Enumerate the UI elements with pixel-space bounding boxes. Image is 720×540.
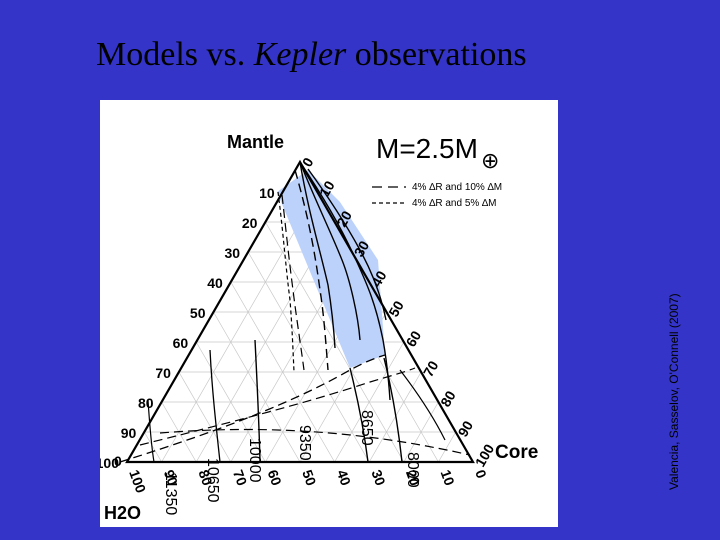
contour-label: 10650 xyxy=(204,458,221,503)
grid-line xyxy=(143,431,162,463)
isodensity-curve xyxy=(281,194,305,371)
legend-entry-2: 4% ∆R and 5% ∆M xyxy=(412,198,497,209)
isodensity-curve xyxy=(159,428,471,456)
right-tick-label: 40 xyxy=(368,268,390,290)
contour-label: 8650 xyxy=(358,410,375,446)
left-tick-label: 90 xyxy=(121,425,137,441)
grid-line xyxy=(368,371,422,463)
bottom-tick-label: 20 xyxy=(403,468,423,488)
earth-symbol-icon: ⊕ xyxy=(481,148,499,173)
vertex-label-core: Core xyxy=(495,442,538,463)
ternary-diagram: 1020304050607080901000102030405060708090… xyxy=(96,132,539,523)
isodensity-curve xyxy=(147,399,155,463)
slide-title: Models vs. Kepler observations xyxy=(96,36,527,74)
right-tick-label: 100 xyxy=(472,441,498,469)
legend-entry-1: 4% ∆R and 10% ∆M xyxy=(412,182,502,193)
title-kepler: Kepler xyxy=(253,36,347,73)
bottom-tick-label: 70 xyxy=(230,468,250,488)
right-tick-label: 50 xyxy=(385,298,407,320)
bottom-tick-label: 60 xyxy=(265,468,285,488)
isodensity-curve xyxy=(254,339,261,463)
left-tick-label: 70 xyxy=(155,365,171,381)
title-suffix: observations xyxy=(346,36,527,73)
right-tick-label: 10 xyxy=(316,178,338,200)
vertex-label-mantle: Mantle xyxy=(227,132,284,152)
bottom-tick-label: 10 xyxy=(438,468,458,488)
isodensity-curve xyxy=(383,357,403,463)
triangle-frame xyxy=(125,159,475,464)
curve-layer xyxy=(119,161,471,463)
left-tick-label: 80 xyxy=(138,395,154,411)
isodensity-curve xyxy=(307,168,387,321)
highlight-region xyxy=(277,170,385,368)
label-layer: 1020304050607080901000102030405060708090… xyxy=(96,155,498,516)
right-tick-label: 30 xyxy=(351,238,373,260)
left-tick-label: 20 xyxy=(242,215,258,231)
left-tick-label: 10 xyxy=(259,185,275,201)
left-tick-label: 60 xyxy=(173,335,189,351)
contour-label: 8000 xyxy=(404,452,421,488)
title-prefix: Models vs. xyxy=(96,36,254,73)
legend: 4% ∆R and 10% ∆M 4% ∆R and 5% ∆M xyxy=(372,182,502,209)
left-tick-label: 100 xyxy=(100,455,119,471)
bottom-tick-label: 0 xyxy=(472,468,490,481)
mass-label-text: M=2.5M xyxy=(376,133,478,164)
right-tick-label: 20 xyxy=(333,208,355,230)
vertex-label-h2o: H2O xyxy=(104,503,141,523)
grid-line xyxy=(247,251,370,463)
isodensity-curve xyxy=(277,191,295,373)
isodensity-curve xyxy=(399,369,446,441)
left-tick-label: 40 xyxy=(207,275,223,291)
isodensity-curve xyxy=(349,367,369,463)
left-tick-label: 30 xyxy=(225,245,241,261)
credit-text: Valencia, Sasselov, O'Connell (2007) xyxy=(667,293,681,490)
left-tick-label: 50 xyxy=(190,305,206,321)
isodensity-curve xyxy=(294,169,329,371)
grid-line xyxy=(438,431,457,463)
contour-label: 10000 xyxy=(246,438,263,483)
contour-label: 11350 xyxy=(162,472,179,515)
bottom-tick-label: 80 xyxy=(195,468,215,488)
right-tick-label: 80 xyxy=(437,388,459,410)
bottom-tick-label: 90 xyxy=(161,468,181,488)
grid-line xyxy=(178,371,232,463)
grid-line xyxy=(161,191,318,463)
bottom-tick-label: 40 xyxy=(334,468,354,488)
right-tick-label: 70 xyxy=(420,358,442,380)
isodensity-curve xyxy=(299,161,361,341)
mass-label: M=2.5M ⊕ xyxy=(376,133,499,173)
isodensity-curve xyxy=(299,161,391,401)
contour-label: 9350 xyxy=(296,425,313,461)
right-tick-label: 90 xyxy=(454,418,476,440)
bottom-tick-label: 100 xyxy=(126,468,149,496)
bottom-tick-label: 30 xyxy=(368,468,388,488)
left-tick-label: 0 xyxy=(114,453,122,469)
bottom-tick-label: 50 xyxy=(299,468,319,488)
isodensity-curve xyxy=(209,349,221,463)
ternary-figure: 1020304050607080901000102030405060708090… xyxy=(96,100,558,527)
right-tick-label: 60 xyxy=(403,328,425,350)
isodensity-curve xyxy=(299,161,336,349)
isodensity-curve xyxy=(119,354,386,463)
